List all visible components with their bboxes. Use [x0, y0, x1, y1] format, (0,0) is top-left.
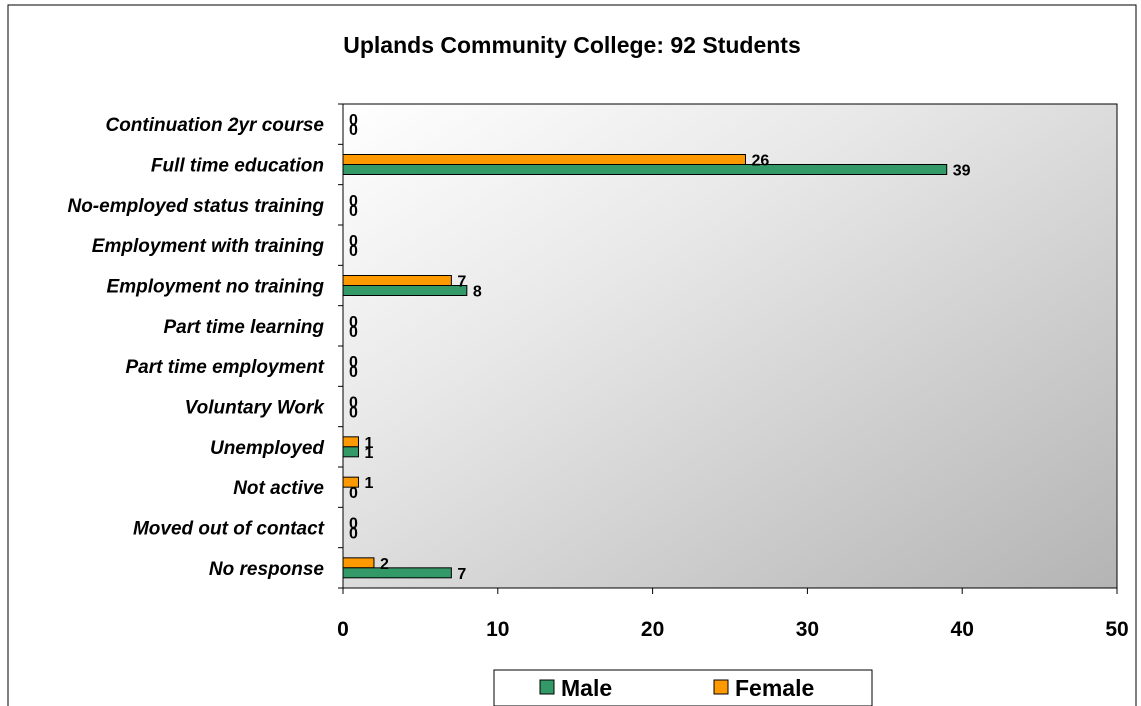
bar-female [342, 557, 375, 569]
x-tick-label: 0 [337, 618, 349, 641]
category-labels: Continuation 2yr course Full time educati… [67, 115, 325, 580]
data-label-male: 7 [457, 566, 466, 583]
data-label-female: 2 [380, 556, 389, 573]
axes: 0 10 20 30 40 50 [337, 103, 1129, 641]
plot-area [342, 103, 1118, 589]
data-label-female: 0 [349, 314, 358, 331]
legend-swatch-male [539, 679, 555, 695]
legend-label-female: Female [735, 675, 814, 701]
legend-swatch-female [713, 679, 729, 695]
data-label-male: 0 [349, 324, 358, 341]
bar-male [342, 446, 359, 458]
category-label: No-employed status training [67, 196, 324, 217]
data-label-male: 0 [349, 405, 358, 422]
bar-female [342, 154, 746, 165]
bar-male [342, 285, 468, 296]
data-label-female: 7 [457, 274, 466, 291]
data-label-male: 0 [349, 364, 358, 381]
bar-female [342, 436, 359, 448]
category-label: Employment with training [92, 236, 325, 257]
data-label-female: 1 [364, 475, 373, 492]
data-label-female: 0 [349, 112, 358, 129]
x-tick-label: 10 [486, 618, 509, 641]
x-tick-label: 50 [1105, 618, 1128, 641]
data-label-female: 26 [751, 153, 769, 170]
data-label-female: 1 [364, 435, 373, 452]
data-label-male: 1 [364, 445, 373, 462]
data-label-male: 0 [349, 122, 358, 139]
legend-box [493, 669, 873, 706]
data-label-female: 0 [349, 354, 358, 371]
chart-title: Uplands Community College: 92 Students [343, 32, 801, 58]
x-tick-label: 20 [641, 618, 664, 641]
category-label: Part time learning [164, 317, 325, 338]
data-label-female: 0 [349, 233, 358, 250]
category-label: Part time employment [126, 357, 325, 378]
category-label: Employment no training [107, 277, 325, 298]
category-label: Moved out of contact [133, 519, 325, 540]
data-label-female: 0 [349, 193, 358, 210]
x-tick-label: 40 [951, 618, 974, 641]
category-label: Continuation 2yr course [105, 115, 324, 136]
data-label-male: 39 [953, 163, 971, 180]
category-label: Not active [233, 478, 324, 499]
bar-male [342, 567, 452, 579]
legend-label-male: Male [561, 675, 612, 701]
x-tick-label: 30 [796, 618, 819, 641]
data-label-male: 0 [349, 203, 358, 220]
data-label-female: 0 [349, 516, 358, 533]
bar-male [342, 164, 948, 175]
category-label: No response [209, 559, 325, 580]
data-label-male: 0 [349, 485, 358, 502]
category-label: Voluntary Work [185, 398, 326, 419]
data-label-male: 0 [349, 243, 358, 260]
data-label-female: 0 [349, 395, 358, 412]
bar-female [342, 275, 452, 286]
legend: Male Female [493, 669, 873, 706]
category-label: Unemployed [210, 438, 324, 459]
category-label: Full time education [151, 156, 324, 177]
data-label-male: 0 [349, 526, 358, 543]
data-label-male: 8 [473, 284, 482, 301]
